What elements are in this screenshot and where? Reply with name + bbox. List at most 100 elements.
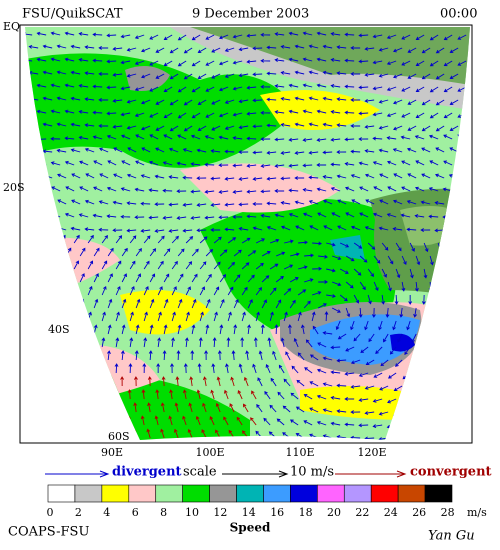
wind-arrow bbox=[378, 226, 389, 231]
wind-arrow bbox=[148, 160, 159, 166]
wind-arrow bbox=[428, 187, 439, 192]
colorbar-label: 2 bbox=[75, 506, 82, 519]
wind-arrow bbox=[434, 201, 445, 205]
wind-arrow bbox=[191, 273, 198, 283]
wind-arrow bbox=[57, 173, 67, 179]
wind-arrow bbox=[42, 44, 53, 49]
color-swatch bbox=[155, 484, 183, 503]
wind-arrow bbox=[106, 111, 117, 116]
wind-arrow bbox=[163, 134, 173, 140]
wind-arrow bbox=[36, 83, 47, 88]
wind-arrow bbox=[204, 350, 209, 361]
date: 9 December 2003 bbox=[192, 7, 309, 22]
wind-arrow bbox=[182, 389, 187, 400]
wind-arrow bbox=[113, 173, 123, 179]
wind-arrow bbox=[303, 300, 311, 309]
wind-arrow bbox=[330, 32, 341, 36]
wind-arrow bbox=[272, 350, 277, 361]
wind-arrow bbox=[252, 98, 263, 103]
wind-arrow bbox=[274, 163, 285, 168]
colorbar-label: 14 bbox=[242, 506, 256, 519]
wind-arrow bbox=[196, 228, 207, 233]
wind-arrow bbox=[406, 227, 417, 232]
wind-arrow bbox=[283, 311, 288, 322]
wind-arrow bbox=[407, 173, 417, 179]
wind-arrow bbox=[372, 136, 383, 141]
wind-arrow bbox=[359, 281, 366, 291]
wind-arrow bbox=[395, 359, 403, 367]
wind-arrow bbox=[210, 176, 221, 181]
wind-arrow bbox=[364, 98, 375, 103]
wind-arrow bbox=[372, 86, 383, 91]
wind-arrow bbox=[309, 381, 319, 387]
wind-arrow bbox=[202, 402, 207, 413]
wind-arrow bbox=[106, 214, 117, 219]
wind-arrow bbox=[435, 147, 445, 153]
wind-arrow bbox=[350, 72, 361, 76]
wind-arrow bbox=[126, 99, 137, 104]
wind-arrow bbox=[350, 410, 361, 415]
wind-arrow bbox=[170, 363, 174, 374]
wind-arrow bbox=[400, 135, 411, 140]
wind-arrow bbox=[171, 286, 177, 296]
wind-arrow bbox=[154, 229, 165, 233]
wind-arrow bbox=[344, 137, 355, 142]
scale-value: 10 m/s bbox=[290, 465, 334, 480]
wind-arrow bbox=[302, 187, 313, 192]
wind-arrow bbox=[213, 286, 220, 296]
wind-arrow bbox=[232, 34, 243, 39]
wind-arrow bbox=[171, 260, 178, 270]
wind-arrow bbox=[224, 73, 235, 78]
wind-arrow bbox=[255, 238, 265, 244]
wind-arrow bbox=[70, 226, 81, 231]
wind-arrow bbox=[156, 363, 161, 374]
wind-arrow bbox=[182, 148, 193, 153]
wind-arrow bbox=[113, 147, 123, 153]
wind-arrow bbox=[149, 112, 159, 118]
wind-arrow bbox=[177, 248, 185, 257]
wind-arrow bbox=[393, 385, 403, 392]
wind-arrow bbox=[289, 299, 296, 309]
wind-arrow bbox=[243, 403, 249, 413]
wind-arrow bbox=[274, 58, 285, 63]
wind-arrow bbox=[155, 147, 165, 153]
wind-arrow bbox=[143, 235, 151, 244]
wind-arrow bbox=[394, 294, 399, 305]
wind-arrow bbox=[157, 337, 162, 348]
wind-arrow bbox=[316, 109, 327, 114]
wind-arrow bbox=[360, 346, 369, 354]
wind-arrow bbox=[112, 98, 123, 103]
wind-arrow bbox=[280, 122, 291, 127]
wind-arrow bbox=[196, 389, 201, 400]
wind-arrow bbox=[232, 136, 243, 140]
wind-arrow bbox=[378, 47, 389, 52]
wind-arrow bbox=[149, 248, 157, 257]
wind-arrow bbox=[135, 324, 140, 335]
wind-arrow bbox=[134, 60, 145, 66]
wind-arrow bbox=[312, 325, 319, 335]
wind-arrow bbox=[169, 73, 179, 80]
wind-arrow bbox=[415, 112, 425, 119]
wind-arrow bbox=[129, 286, 135, 296]
wind-arrow bbox=[415, 86, 425, 93]
wind-arrow bbox=[364, 411, 375, 415]
wind-arrow bbox=[42, 96, 53, 101]
wind-arrow bbox=[309, 225, 319, 231]
wind-arrow bbox=[101, 337, 106, 348]
wind-arrow bbox=[344, 162, 355, 166]
wind-arrow bbox=[266, 71, 277, 76]
wind-arrow bbox=[392, 320, 397, 331]
wind-arrow bbox=[115, 311, 120, 322]
wind-arrow bbox=[449, 125, 459, 131]
wind-arrow bbox=[308, 200, 319, 205]
wind-arrow bbox=[168, 415, 173, 426]
wind-arrow bbox=[163, 112, 173, 119]
wind-arrow bbox=[266, 226, 277, 231]
wind-arrow bbox=[51, 186, 61, 192]
wind-arrow bbox=[252, 150, 263, 155]
wind-arrow bbox=[353, 242, 363, 249]
wind-arrow bbox=[326, 294, 336, 298]
wind-arrow bbox=[183, 47, 193, 54]
wind-arrow bbox=[92, 32, 103, 37]
wind-arrow bbox=[358, 33, 369, 38]
